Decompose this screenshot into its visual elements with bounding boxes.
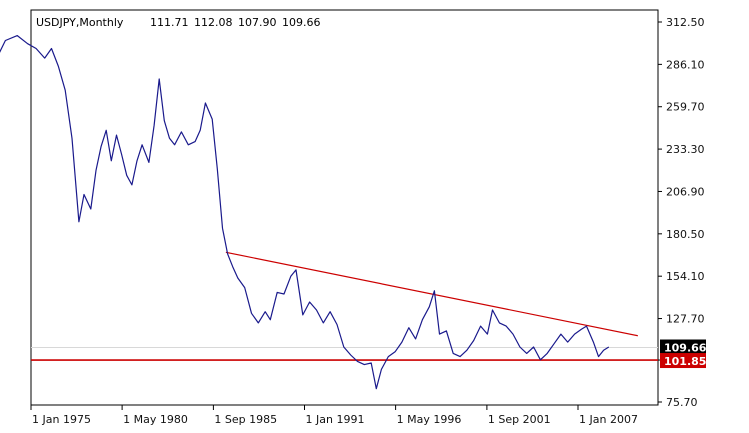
x-tick-label: 1 Jan 2007	[579, 413, 638, 426]
x-tick-label: 1 May 1996	[397, 413, 462, 426]
y-tick-label: 233.30	[666, 143, 705, 156]
plot-frame	[30, 9, 659, 406]
y-tick-label: 180.50	[666, 228, 705, 241]
y-tick-label: 75.70	[666, 396, 698, 409]
ohlc-close: 109.66	[282, 16, 321, 29]
ohlc-open: 111.71	[150, 16, 189, 29]
support-price-label: 101.85	[664, 355, 706, 368]
x-tick-label: 1 Sep 1985	[214, 413, 277, 426]
usdjpy-price-series	[0, 35, 610, 390]
y-tick-label: 206.90	[666, 185, 705, 198]
ohlc-high: 112.08	[194, 16, 233, 29]
y-tick-label: 154.10	[666, 270, 705, 283]
chart-title: USDJPY,Monthly	[36, 16, 124, 29]
resistance-trendline	[225, 251, 638, 337]
y-tick-label: 259.70	[666, 101, 705, 114]
x-tick-label: 1 Jan 1991	[306, 413, 365, 426]
current-price-label: 109.66	[664, 342, 707, 355]
support-price-badge	[660, 353, 706, 369]
y-tick-label: 127.70	[666, 313, 705, 326]
y-tick-label: 286.10	[666, 58, 705, 71]
x-tick-label: 1 Sep 2001	[488, 413, 551, 426]
chart-lines	[0, 35, 658, 390]
y-tick-label: 312.50	[666, 16, 705, 29]
current-price-badge	[660, 339, 706, 355]
ohlc-low: 107.90	[238, 16, 277, 29]
x-tick-label: 1 May 1980	[123, 413, 188, 426]
x-tick-label: 1 Jan 1975	[32, 413, 91, 426]
